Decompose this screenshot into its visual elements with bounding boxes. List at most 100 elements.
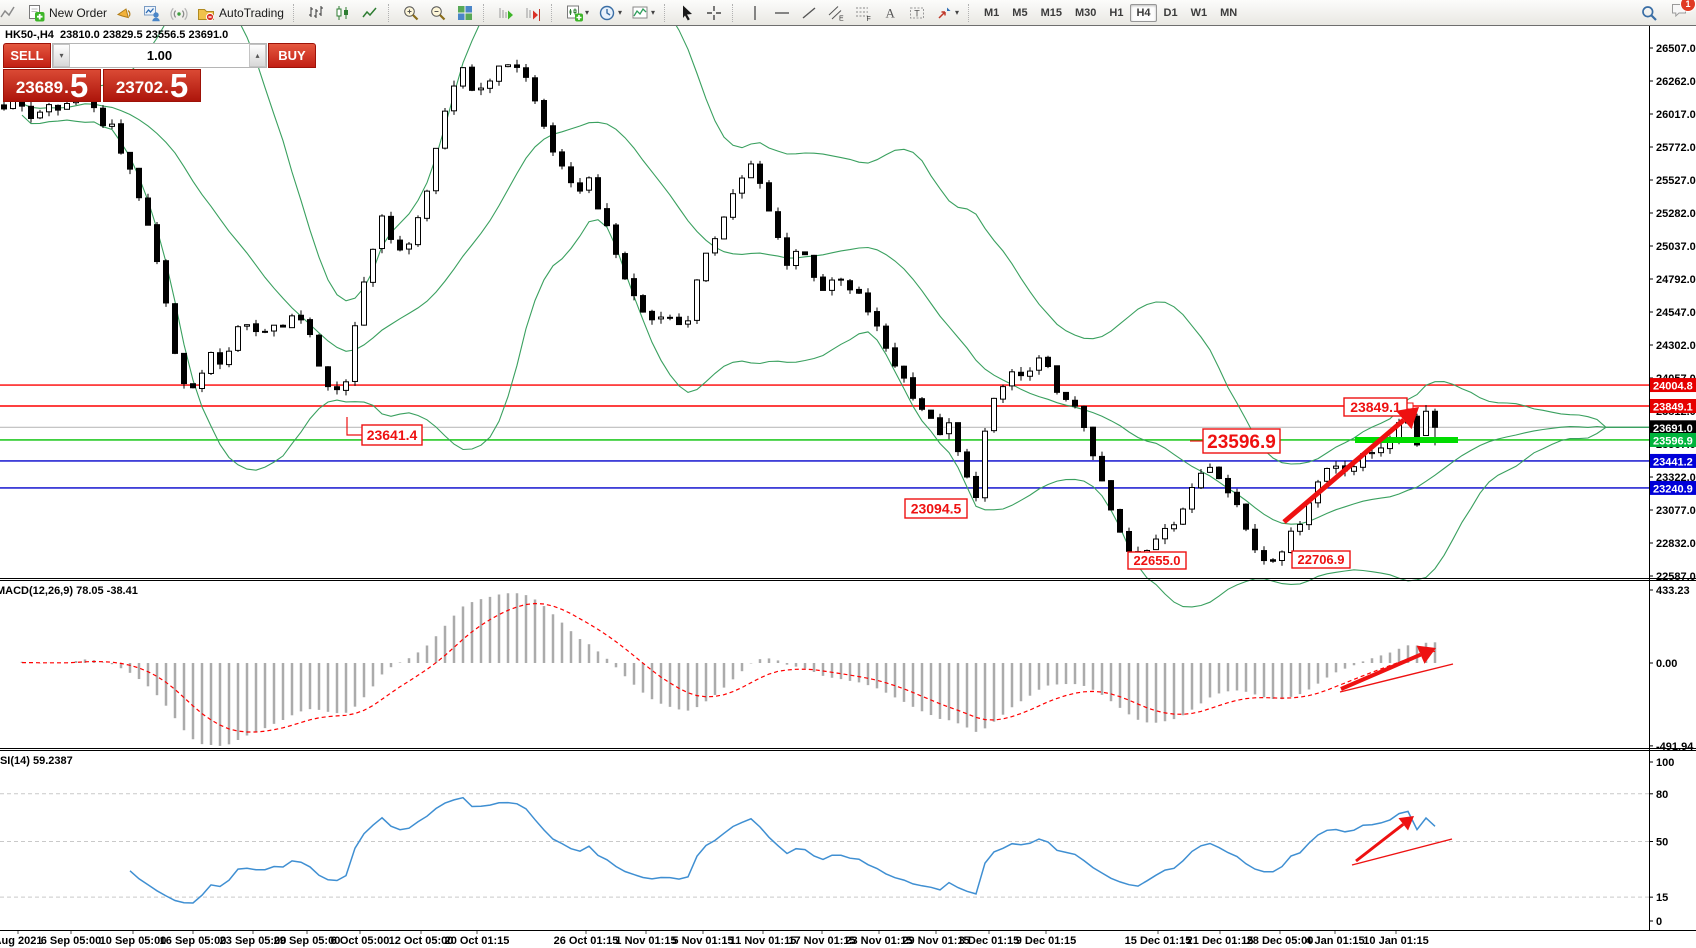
time-axis-label: 12 Oct 05:00 <box>389 935 454 947</box>
price-badge <box>1650 480 1696 495</box>
line-chart-button[interactable] <box>357 3 383 23</box>
macd-axis-tick: 0.00 <box>1656 658 1677 670</box>
time-axis-label: 11 Nov 01:15 <box>730 935 797 947</box>
tile-windows-icon <box>456 4 474 22</box>
trend-line[interactable] <box>1351 838 1453 866</box>
new-chart-button[interactable]: ▾ <box>561 3 593 23</box>
signal-icon <box>170 4 188 22</box>
timeframe-m5-button[interactable]: M5 <box>1012 6 1028 19</box>
macd-axis-tick: -491.94 <box>1656 741 1694 753</box>
buy-price[interactable]: 23702. 5 <box>103 69 201 102</box>
rsi-axis-tick: 50 <box>1656 837 1668 849</box>
price-annotation-box[interactable] <box>1202 428 1281 454</box>
candlestick-button[interactable] <box>330 3 356 23</box>
rsi-axis-tick: 80 <box>1656 789 1668 801</box>
bar-chart-button[interactable] <box>303 3 329 23</box>
price-axis[interactable]: 433.23 0.00 -491.94 100 80 50 15 0 26507.0 26262.… <box>1649 26 1696 930</box>
expert-advisor-icon <box>143 4 161 22</box>
price-annotation-label: 23094.5 <box>911 501 962 517</box>
timeframe-h1-button[interactable]: H1 <box>1109 6 1124 19</box>
time-axis-label: 29 Nov 01:15 <box>902 935 969 947</box>
price-annotation-box[interactable] <box>361 424 423 446</box>
candles <box>1 59 1438 566</box>
indicators-button[interactable]: ▾ <box>627 3 659 23</box>
time-axis-label: 5 Nov 01:15 <box>672 935 733 947</box>
price-annotation-box[interactable] <box>1291 550 1351 569</box>
price-axis-tick: 23077.0 <box>1656 505 1696 517</box>
time-axis-label: 6 Oct 05:00 <box>331 935 390 947</box>
signal-button[interactable] <box>166 3 192 23</box>
zoom-in-button[interactable] <box>398 3 424 23</box>
period-button[interactable]: ▾ <box>594 3 626 23</box>
time-axis-label: 28 Dec 05:00 <box>1247 935 1314 947</box>
window-button[interactable] <box>0 3 22 23</box>
sell-button[interactable]: SELL <box>3 43 51 68</box>
trend-line[interactable] <box>1339 663 1454 693</box>
toolbar-separator <box>732 3 738 22</box>
arrow-shaft[interactable] <box>1340 652 1422 691</box>
timeframe-m15-button[interactable]: M15 <box>1040 6 1062 19</box>
auto-scroll-button[interactable] <box>493 3 519 23</box>
arrows-button[interactable]: ▾ <box>931 3 963 23</box>
text-button[interactable]: A <box>877 3 903 23</box>
megaphone-icon <box>116 4 134 22</box>
fibonacci-button[interactable]: F <box>850 3 876 23</box>
timeframe-d1-button[interactable]: D1 <box>1163 6 1178 19</box>
timeframe-h4-button[interactable]: H4 <box>1130 3 1157 22</box>
sell-price-main: 23689 <box>15 78 64 97</box>
chart-shift-button[interactable] <box>520 3 546 23</box>
price-axis-tick: 22832.0 <box>1656 538 1696 550</box>
zoom-out-button[interactable] <box>425 3 451 23</box>
price-annotation-box[interactable] <box>1343 397 1408 417</box>
autotrading-icon <box>197 4 215 22</box>
sell-price[interactable]: 23689. 5 <box>3 69 101 102</box>
arrow-shaft[interactable] <box>1355 823 1405 863</box>
svg-text:E: E <box>839 15 844 22</box>
time-axis-label: 1 Nov 01:15 <box>615 935 676 947</box>
crosshair-button[interactable] <box>701 3 727 23</box>
autotrading-button[interactable]: AutoTrading <box>193 3 288 23</box>
search-icon[interactable] <box>1640 4 1658 22</box>
price-axis-tick: 26262.0 <box>1656 76 1696 88</box>
horizontal-line-button[interactable] <box>769 3 795 23</box>
drawn-objects[interactable]: 23641.4 23094.5 22655.0 22706.9 23596.9 23849… <box>346 397 1458 866</box>
price-badge <box>1650 420 1696 435</box>
time-axis-label: 3 Dec 01:15 <box>959 935 1020 947</box>
tile-windows-button[interactable] <box>452 3 478 23</box>
time-axis-label: 20 Oct 01:15 <box>445 935 510 947</box>
window-icon <box>0 4 18 22</box>
channel-button[interactable]: E <box>823 3 849 23</box>
timeframe-m30-button[interactable]: M30 <box>1074 6 1097 19</box>
timeframe-w1-button[interactable]: W1 <box>1190 6 1208 19</box>
price-badge <box>1650 399 1696 414</box>
expert-advisor-button[interactable] <box>139 3 165 23</box>
megaphone-button[interactable] <box>112 3 138 23</box>
arrow-shaft[interactable] <box>1282 418 1406 524</box>
svg-text:A: A <box>886 5 896 20</box>
price-annotation-box[interactable] <box>1127 551 1187 570</box>
label-button[interactable]: T <box>904 3 930 23</box>
candlestick-icon <box>334 4 352 22</box>
volume-input[interactable] <box>70 44 249 67</box>
rsi-label: RSI(14) 59.2387 <box>0 755 73 767</box>
new-order-button[interactable]: New Order <box>23 3 111 23</box>
notifications-button[interactable]: 1 <box>1670 0 1696 24</box>
cursor-button[interactable] <box>674 3 700 23</box>
volume-decrease-button[interactable]: ▾ <box>53 44 70 67</box>
price-badge-label: 23240.9 <box>1653 483 1693 495</box>
timeframe-m1-button[interactable]: M1 <box>984 6 1000 19</box>
chart-shift-icon <box>524 4 542 22</box>
timeframe-mn-button[interactable]: MN <box>1220 6 1238 19</box>
price-annotation-box[interactable] <box>904 498 968 519</box>
trendline-button[interactable] <box>796 3 822 23</box>
price-annotation-label: 22655.0 <box>1134 553 1181 568</box>
toolbar-separator <box>664 3 670 22</box>
volume-increase-button[interactable]: ▴ <box>249 44 266 67</box>
buy-button[interactable]: BUY <box>268 43 316 68</box>
vertical-line-button[interactable] <box>742 3 768 23</box>
cursor-icon <box>678 4 696 22</box>
time-axis-label: 21 Dec 01:15 <box>1187 935 1254 947</box>
sell-price-pips: 5 <box>69 67 89 104</box>
